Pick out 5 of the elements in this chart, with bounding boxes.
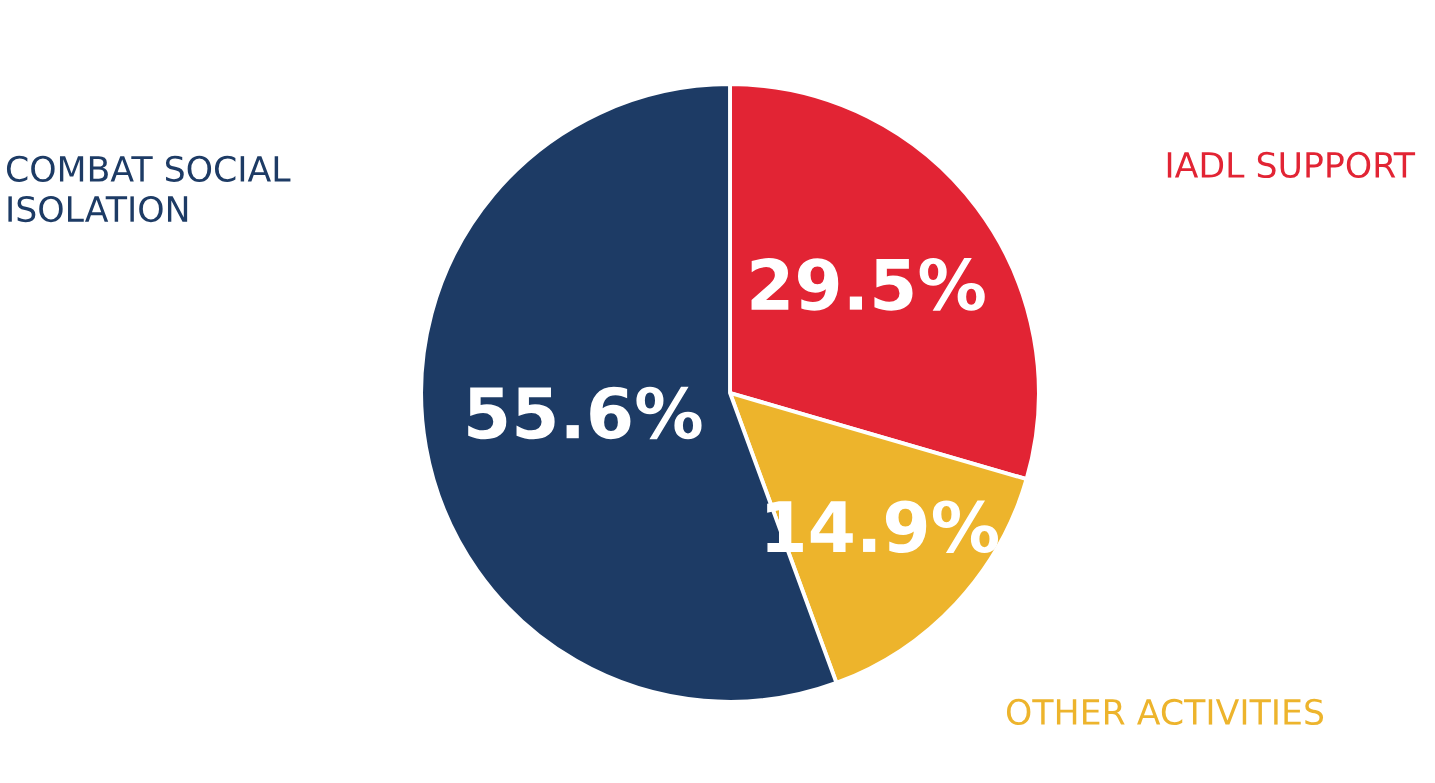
data-label: 29.5% xyxy=(751,258,985,311)
slice-label: COMBAT SOCIAL ISOLATION xyxy=(6,155,291,223)
data-label: 55.6% xyxy=(468,386,702,440)
slice-label: IADL SUPPORT xyxy=(1167,151,1416,179)
slice-label: OTHER ACTIVITIES xyxy=(1006,698,1324,726)
